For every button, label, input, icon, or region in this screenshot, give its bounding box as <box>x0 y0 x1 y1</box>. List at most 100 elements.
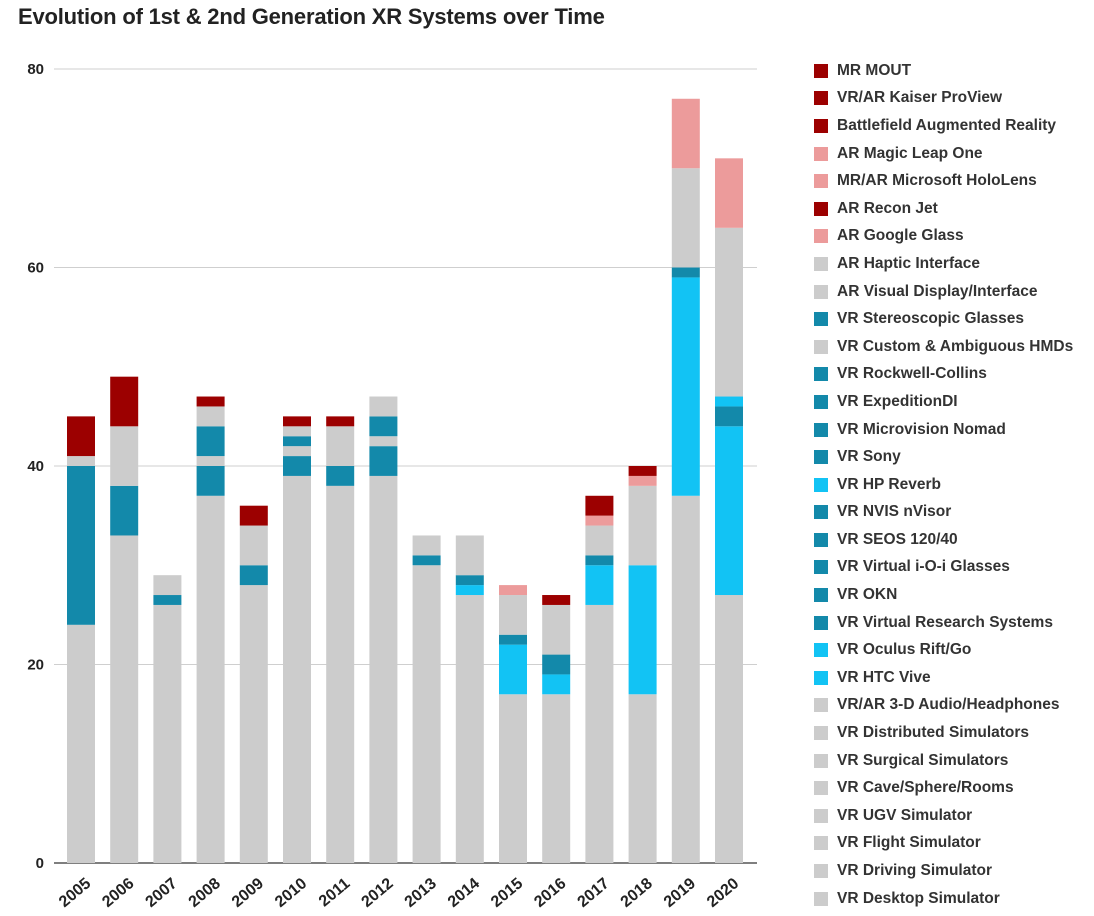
x-tick-label: 2011 <box>316 875 354 910</box>
bar-segment <box>455 535 484 576</box>
x-tick-label: 2018 <box>618 875 656 911</box>
legend-swatch <box>814 588 828 603</box>
legend-item: AR Magic Leap One <box>814 140 1092 168</box>
legend-swatch <box>814 726 828 741</box>
bar-segment <box>542 595 571 605</box>
legend-swatch <box>814 698 828 713</box>
legend-item: VR Oculus Rift/Go <box>814 636 1092 664</box>
bar-segment <box>542 654 571 675</box>
bar-segment <box>585 515 614 526</box>
bar-segment <box>628 694 657 863</box>
legend-label: VR UGV Simulator <box>837 806 973 824</box>
bar-segment <box>239 525 268 566</box>
bar-segment <box>715 396 743 407</box>
bar-segment <box>239 505 268 526</box>
x-tick-label: 2020 <box>704 875 742 911</box>
legend-item: VR Stereoscopic Glasses <box>814 305 1092 333</box>
bar-segment <box>412 555 441 566</box>
legend-label: VR/AR 3-D Audio/Headphones <box>837 696 1060 714</box>
bar-segment <box>542 694 571 863</box>
bar-segment <box>153 575 182 596</box>
bar-segment <box>196 495 225 863</box>
legend-swatch <box>814 505 828 520</box>
bar-segment <box>110 485 139 536</box>
bar-segment <box>715 158 743 228</box>
legend-label: VR Driving Simulator <box>837 862 993 880</box>
x-tick-label: 2019 <box>661 875 699 911</box>
y-tick-label: 20 <box>27 657 44 674</box>
legend-swatch <box>814 63 828 78</box>
legend-item: VR Desktop Simulator <box>814 885 1092 913</box>
legend-swatch <box>814 394 828 409</box>
bar-segment <box>455 595 484 863</box>
legend-swatch <box>814 284 828 299</box>
bar-segment <box>585 555 614 566</box>
bar-segment <box>499 585 527 596</box>
legend-item: AR Google Glass <box>814 223 1092 251</box>
legend-swatch <box>814 422 828 437</box>
legend-item: VR Sony <box>814 443 1092 471</box>
legend-label: VR SEOS 120/40 <box>837 530 958 548</box>
x-tick-label: 2016 <box>531 875 569 911</box>
legend-label: VR Rockwell-Collins <box>837 365 987 383</box>
bar-segment <box>283 416 311 427</box>
legend-item: AR Haptic Interface <box>814 250 1092 278</box>
bar-segment <box>499 634 527 645</box>
legend-label: VR Sony <box>837 448 901 466</box>
bar-segment <box>585 525 614 556</box>
legend-swatch <box>814 146 828 161</box>
bar-segment <box>196 396 225 407</box>
bar-segment <box>542 674 571 695</box>
legend-label: VR Flight Simulator <box>837 834 981 852</box>
chart-title: Evolution of 1st & 2nd Generation XR Sys… <box>18 4 605 29</box>
legend-swatch <box>814 891 828 906</box>
legend-swatch <box>814 560 828 575</box>
legend-label: MR MOUT <box>837 61 912 79</box>
legend-item: MR MOUT <box>814 57 1092 85</box>
x-tick-label: 2014 <box>445 875 483 911</box>
bar-segment <box>715 426 743 596</box>
bar-segment <box>326 466 355 486</box>
legend-swatch <box>814 450 828 465</box>
bar-segment <box>67 416 95 457</box>
legend-label: VR HP Reverb <box>837 475 941 493</box>
legend-swatch <box>814 643 828 658</box>
legend-label: Battlefield Augmented Reality <box>837 116 1057 134</box>
legend-swatch <box>814 615 828 630</box>
bar-segment <box>110 376 139 427</box>
legend-item: VR Surgical Simulators <box>814 747 1092 775</box>
legend-item: VR Rockwell-Collins <box>814 361 1092 389</box>
legend-item: VR Flight Simulator <box>814 830 1092 858</box>
legend-item: VR NVIS nVisor <box>814 499 1092 527</box>
legend-item: VR Virtual Research Systems <box>814 609 1092 637</box>
legend-swatch <box>814 174 828 189</box>
legend-label: VR Virtual i-O-i Glasses <box>837 558 1010 576</box>
legend-item: AR Visual Display/Interface <box>814 278 1092 306</box>
bar-segment <box>326 485 355 863</box>
legend-item: VR Virtual i-O-i Glasses <box>814 554 1092 582</box>
x-tick-label: 2007 <box>142 875 180 911</box>
bar-segment <box>715 595 743 863</box>
bar-segment <box>455 585 484 596</box>
x-tick-label: 2006 <box>99 875 137 911</box>
bar-segment <box>326 426 355 466</box>
legend-swatch <box>814 339 828 354</box>
bar-segment <box>239 565 268 586</box>
x-tick-label: 2010 <box>272 875 310 911</box>
legend-item: VR SEOS 120/40 <box>814 526 1092 554</box>
legend-item: VR/AR 3-D Audio/Headphones <box>814 692 1092 720</box>
bar-segment <box>671 98 700 169</box>
legend-item: Battlefield Augmented Reality <box>814 112 1092 140</box>
legend-swatch <box>814 91 828 106</box>
legend-label: VR Oculus Rift/Go <box>837 641 972 659</box>
bar-segment <box>628 475 657 486</box>
bar-segment <box>671 495 700 863</box>
legend: MR MOUT VR/AR Kaiser ProView Battlefield A… <box>814 57 1092 912</box>
bar-segment <box>67 624 95 863</box>
legend-item: VR OKN <box>814 581 1092 609</box>
bar-segment <box>671 168 700 268</box>
bar-segment <box>412 535 441 556</box>
legend-swatch <box>814 201 828 216</box>
legend-item: VR HTC Vive <box>814 664 1092 692</box>
bar-segment <box>499 694 527 863</box>
